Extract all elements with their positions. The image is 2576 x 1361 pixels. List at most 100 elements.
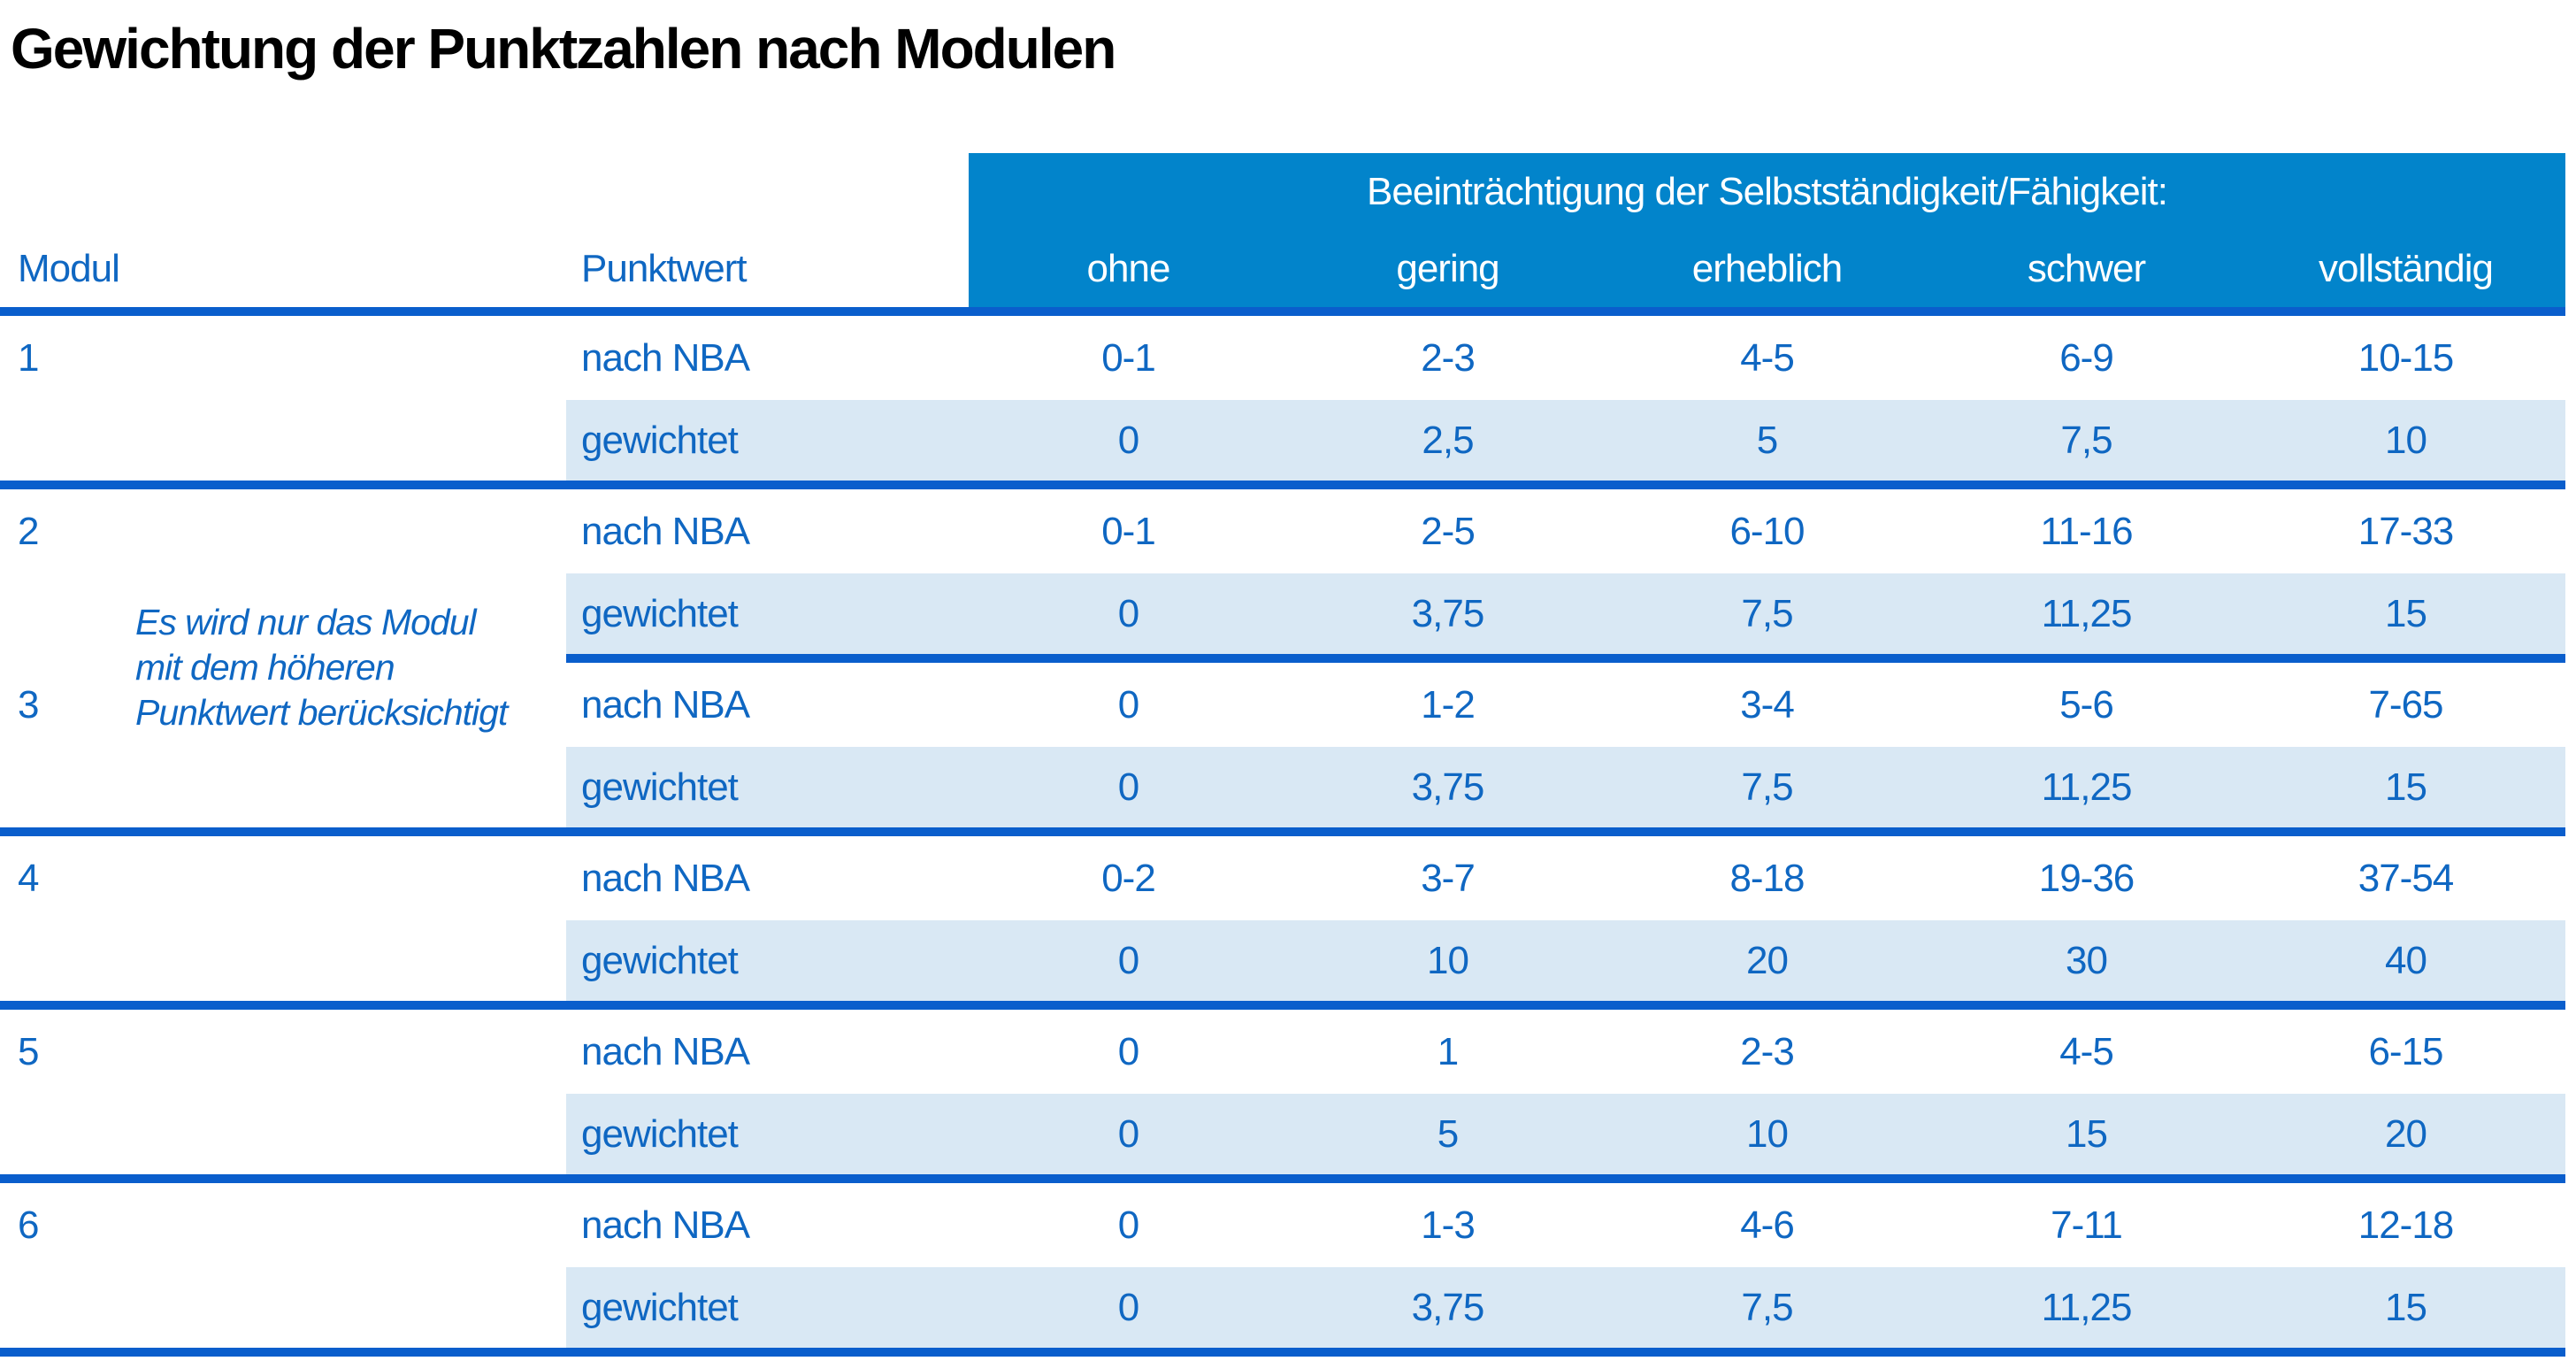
cell-value: 7,5 — [1741, 765, 1793, 809]
table-row-module-2-nba: 2 nach NBA 0-1 2-5 6-10 11-16 17-33 — [0, 489, 2565, 573]
module-divider-line — [0, 481, 2565, 489]
note-line: Punktwert berücksichtigt — [135, 692, 508, 733]
cell-value: 2-3 — [1421, 335, 1476, 380]
cell-value: 10 — [1427, 938, 1469, 982]
module-2-block: 2 nach NBA 0-1 2-5 6-10 11-16 17-33 gewi… — [0, 489, 2565, 663]
cell-value: 3,75 — [1411, 591, 1485, 635]
cell-value: 0 — [1117, 1285, 1139, 1329]
module-divider-line — [0, 1174, 2565, 1183]
weighted-band: gewichtet 0 2,5 5 7,5 10 — [566, 400, 2565, 481]
module-cell-empty — [0, 400, 566, 481]
cell-value: 0 — [1117, 1029, 1139, 1073]
cell-value: 7,5 — [1741, 1285, 1793, 1329]
severity-group-title: Beeinträchtigung der Selbstständigkeit/F… — [1367, 170, 2168, 213]
cell-value: 2-5 — [1421, 509, 1476, 553]
table-row-module-3-weighted: gewichtet 0 3,75 7,5 11,25 15 — [0, 747, 2565, 827]
cell-value: 12-18 — [2358, 1203, 2455, 1247]
module-2-3-note: Es wird nur das Modul mit dem höheren Pu… — [135, 600, 508, 735]
cell-value: 7-65 — [2368, 682, 2443, 727]
weighted-band: gewichtet 0 5 10 15 20 — [566, 1094, 2565, 1174]
cell-value: 1 — [1437, 1029, 1459, 1073]
module-3-block: 3 nach NBA 0 1-2 3-4 5-6 7-65 gewichtet … — [0, 663, 2565, 836]
column-header-schwer: schwer — [2027, 247, 2146, 290]
weighted-band: gewichtet 0 3,75 7,5 11,25 15 — [566, 1267, 2565, 1348]
cell-value: 37-54 — [2358, 856, 2455, 900]
module-number: 6 — [18, 1203, 39, 1247]
cell-value: 3-7 — [1421, 856, 1476, 900]
table-row-module-5-weighted: gewichtet 0 5 10 15 20 — [0, 1094, 2565, 1174]
cell-value: 4-6 — [1740, 1203, 1795, 1247]
cell-value: 0 — [1117, 1203, 1139, 1247]
cell-value: 15 — [2385, 591, 2427, 635]
module-cell-empty — [0, 920, 566, 1001]
row-label-gewichtet: gewichtet — [581, 1111, 739, 1156]
header-divider-line — [0, 307, 2565, 316]
module-1-block: 1 nach NBA 0-1 2-3 4-5 6-9 10-15 gewicht… — [0, 316, 2565, 489]
row-label-nach-nba: nach NBA — [581, 509, 750, 553]
cell-value: 10 — [1746, 1111, 1789, 1156]
row-label-nach-nba: nach NBA — [581, 856, 750, 900]
note-line: Es wird nur das Modul — [135, 602, 477, 642]
cell-value: 0-2 — [1101, 856, 1156, 900]
cell-value: 7,5 — [1741, 591, 1793, 635]
severity-labels-row: ohne gering erheblich schwer vollständig — [969, 231, 2565, 307]
severity-header-group: Beeinträchtigung der Selbstständigkeit/F… — [969, 153, 2565, 307]
row-label-gewichtet: gewichtet — [581, 938, 739, 982]
row-label-nach-nba: nach NBA — [581, 1029, 750, 1073]
module-cell-empty — [0, 1094, 566, 1174]
row-label-gewichtet: gewichtet — [581, 765, 739, 809]
module-4-block: 4 nach NBA 0-2 3-7 8-18 19-36 37-54 gewi… — [0, 836, 2565, 1010]
table-row-module-3-nba: 3 nach NBA 0 1-2 3-4 5-6 7-65 — [0, 663, 2565, 747]
module-6-block: 6 nach NBA 0 1-3 4-6 7-11 12-18 gewichte… — [0, 1183, 2565, 1357]
cell-value: 3,75 — [1411, 765, 1485, 809]
row-label-nach-nba: nach NBA — [581, 682, 750, 727]
table-row-module-1-weighted: gewichtet 0 2,5 5 7,5 10 — [0, 400, 2565, 481]
row-label-gewichtet: gewichtet — [581, 591, 739, 635]
module-divider-line — [0, 1348, 2565, 1357]
cell-value: 11,25 — [2041, 1285, 2133, 1329]
cell-value: 17-33 — [2358, 509, 2455, 553]
cell-value: 5-6 — [2059, 682, 2114, 727]
module-number: 3 — [18, 682, 39, 727]
module-number: 1 — [18, 335, 39, 380]
module-divider-line-partial — [566, 654, 2565, 663]
cell-value: 4-5 — [1740, 335, 1795, 380]
module-number: 2 — [18, 509, 39, 553]
cell-value: 5 — [1437, 1111, 1459, 1156]
cell-value: 10-15 — [2358, 335, 2455, 380]
module-number: 4 — [18, 856, 39, 900]
cell-value: 2-3 — [1740, 1029, 1795, 1073]
column-header-gering: gering — [1396, 247, 1499, 290]
cell-value: 0 — [1117, 765, 1139, 809]
weighted-band: gewichtet 0 10 20 30 40 — [566, 920, 2565, 1001]
note-line: mit dem höheren — [135, 647, 395, 688]
cell-value: 1-2 — [1421, 682, 1476, 727]
cell-value: 19-36 — [2038, 856, 2135, 900]
cell-value: 3-4 — [1740, 682, 1795, 727]
cell-value: 3,75 — [1411, 1285, 1485, 1329]
row-label-nach-nba: nach NBA — [581, 1203, 750, 1247]
cell-value: 0 — [1117, 418, 1139, 462]
cell-value: 6-15 — [2368, 1029, 2443, 1073]
cell-value: 7,5 — [2060, 418, 2112, 462]
row-label-gewichtet: gewichtet — [581, 1285, 739, 1329]
row-label-nach-nba: nach NBA — [581, 335, 750, 380]
module-number: 5 — [18, 1029, 39, 1073]
cell-value: 11,25 — [2041, 765, 2133, 809]
module-divider-line — [0, 827, 2565, 836]
cell-value: 8-18 — [1729, 856, 1805, 900]
table-header: Modul Punktwert Beeinträchtigung der Sel… — [0, 153, 2565, 307]
table-row-module-5-nba: 5 nach NBA 0 1 2-3 4-5 6-15 — [0, 1010, 2565, 1094]
table-row-module-1-nba: 1 nach NBA 0-1 2-3 4-5 6-9 10-15 — [0, 316, 2565, 400]
cell-value: 15 — [2066, 1111, 2108, 1156]
cell-value: 0 — [1117, 591, 1139, 635]
cell-value: 0-1 — [1101, 509, 1156, 553]
module-cell-empty — [0, 1267, 566, 1348]
table-row-module-6-nba: 6 nach NBA 0 1-3 4-6 7-11 12-18 — [0, 1183, 2565, 1267]
cell-value: 30 — [2066, 938, 2108, 982]
module-cell-empty — [0, 747, 566, 827]
column-header-modul: Modul — [18, 247, 120, 290]
cell-value: 40 — [2385, 938, 2427, 982]
cell-value: 20 — [2385, 1111, 2427, 1156]
module-5-block: 5 nach NBA 0 1 2-3 4-5 6-15 gewichtet 0 … — [0, 1010, 2565, 1183]
